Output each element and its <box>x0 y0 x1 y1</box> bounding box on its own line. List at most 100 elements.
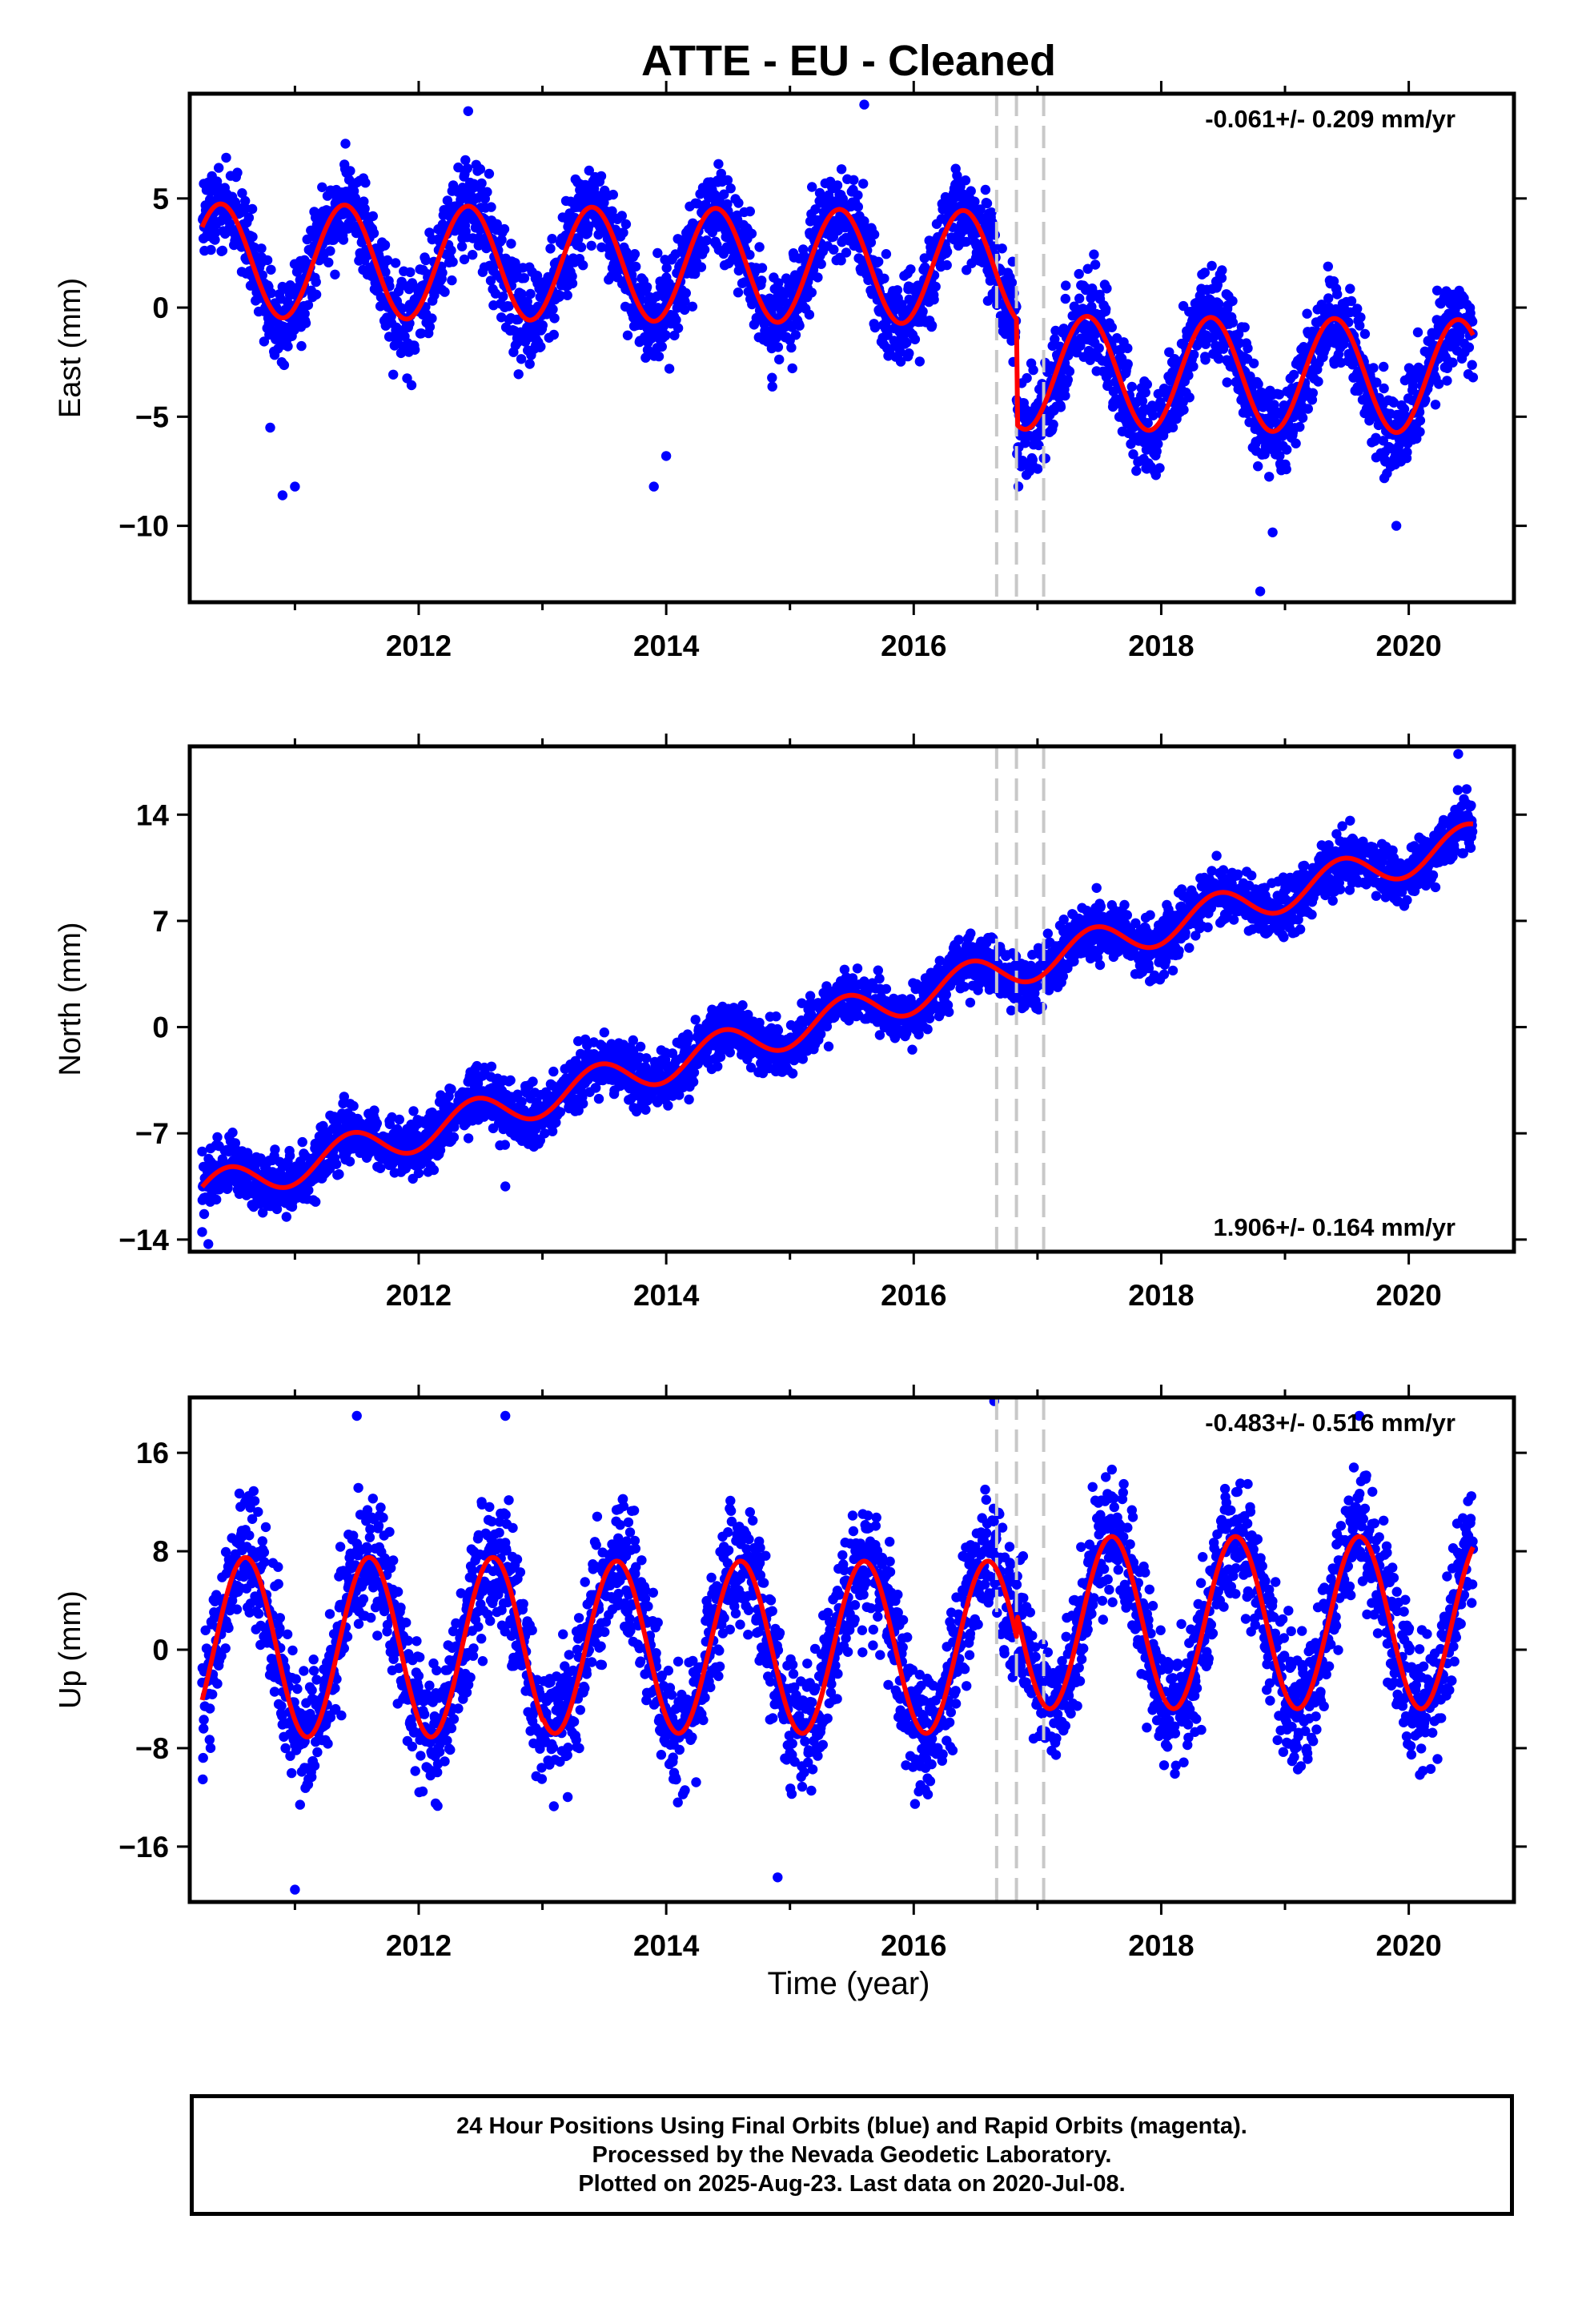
data-point <box>1060 390 1070 401</box>
data-point <box>265 422 275 433</box>
data-point <box>259 336 270 347</box>
data-point <box>767 372 777 383</box>
data-point <box>640 1104 651 1116</box>
data-point <box>388 369 399 380</box>
data-point <box>746 228 757 239</box>
north-plot-area <box>197 746 1478 1252</box>
data-point <box>790 330 801 340</box>
data-point <box>1391 521 1402 531</box>
data-point <box>1142 379 1153 390</box>
data-point <box>279 360 290 371</box>
data-point <box>463 106 473 116</box>
data-point <box>496 235 507 245</box>
data-point <box>1255 586 1266 597</box>
data-point <box>1207 260 1217 271</box>
data-point <box>669 330 680 341</box>
data-point <box>1313 376 1323 387</box>
data-point <box>661 451 672 461</box>
data-point <box>917 306 928 317</box>
data-point <box>311 289 322 300</box>
data-point <box>618 227 628 238</box>
data-point <box>869 322 881 333</box>
data-point <box>299 308 310 319</box>
data-point <box>277 490 288 501</box>
data-point <box>635 1041 646 1052</box>
data-point <box>211 1194 222 1205</box>
data-point <box>757 275 767 286</box>
data-point <box>375 1163 386 1174</box>
data-point <box>664 364 675 374</box>
data-point <box>232 167 243 178</box>
data-point <box>929 294 939 305</box>
data-point <box>382 255 393 266</box>
data-point <box>914 356 926 367</box>
data-point <box>548 1066 559 1077</box>
data-point <box>379 239 391 251</box>
data-point <box>505 1075 516 1086</box>
data-point <box>360 178 371 188</box>
data-point <box>225 219 235 229</box>
data-point <box>247 203 258 215</box>
data-point <box>1090 259 1101 270</box>
data-point <box>905 264 916 275</box>
data-point <box>223 1183 233 1193</box>
data-point <box>699 244 710 255</box>
y-tick-label: 0 <box>152 292 169 324</box>
data-point <box>537 320 548 331</box>
data-point <box>300 318 311 328</box>
data-point <box>641 282 652 292</box>
data-point <box>737 1000 748 1011</box>
data-point <box>1239 322 1250 332</box>
data-point <box>631 261 641 272</box>
data-point <box>849 175 859 185</box>
data-point <box>1379 383 1389 394</box>
data-point <box>696 262 707 272</box>
data-point <box>733 287 744 298</box>
data-point <box>1282 444 1292 455</box>
data-point <box>1352 304 1363 314</box>
data-point <box>1227 296 1238 307</box>
data-point <box>1048 419 1058 430</box>
data-point <box>1055 402 1066 412</box>
x-tick-label: 2018 <box>1128 629 1194 662</box>
data-point <box>1028 364 1038 376</box>
data-point <box>1074 268 1084 279</box>
data-point <box>982 198 993 209</box>
data-point <box>787 363 797 374</box>
data-point <box>607 206 617 216</box>
data-point <box>367 211 378 222</box>
data-point <box>351 227 362 239</box>
data-point <box>787 1068 798 1079</box>
data-point <box>1467 360 1477 370</box>
data-point <box>1183 370 1194 380</box>
data-point <box>368 228 379 239</box>
data-point <box>942 247 953 257</box>
data-point <box>513 369 524 380</box>
data-point <box>1060 293 1071 304</box>
data-point <box>369 1105 379 1116</box>
data-point <box>836 255 846 266</box>
data-point <box>1323 293 1334 304</box>
data-point <box>1415 427 1425 437</box>
data-point <box>895 347 905 357</box>
data-point <box>663 1100 673 1111</box>
data-point <box>648 481 659 492</box>
data-point <box>1307 388 1319 398</box>
data-point <box>519 273 530 283</box>
data-point <box>210 227 221 238</box>
data-point <box>1106 322 1118 332</box>
data-point <box>1468 372 1479 383</box>
data-point <box>853 202 864 212</box>
data-point <box>816 259 826 269</box>
data-point <box>405 267 416 278</box>
data-point <box>344 1156 355 1167</box>
data-point <box>865 237 877 247</box>
data-point <box>416 328 427 339</box>
data-point <box>525 288 536 300</box>
data-point <box>562 290 572 300</box>
data-point <box>463 1133 474 1144</box>
data-point <box>1064 366 1075 376</box>
data-point <box>616 211 627 221</box>
